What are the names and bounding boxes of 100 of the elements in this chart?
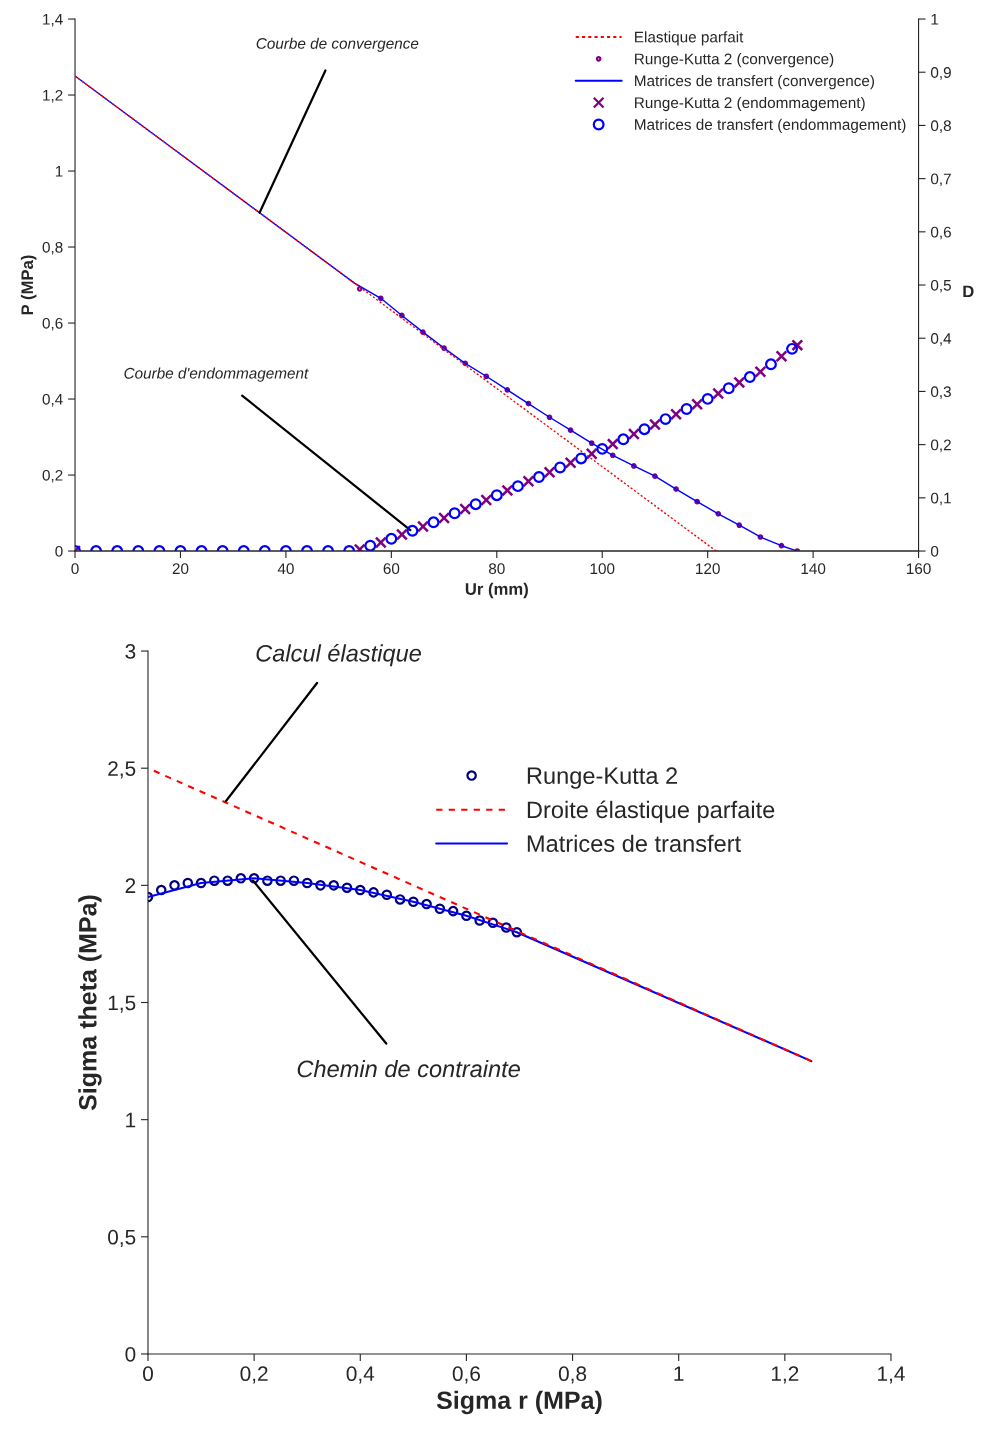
x-tick-label: 140 (801, 563, 826, 575)
point (764, 358, 777, 371)
y-tick-label: 0,4 (42, 393, 63, 407)
y2-tick-label: 0,2 (930, 439, 951, 453)
y-tick-label: 0,8 (42, 241, 63, 255)
point (606, 437, 619, 451)
point (754, 365, 767, 378)
x-tick-label: 160 (906, 563, 931, 575)
x-tick-label: 80 (488, 563, 505, 575)
point (434, 903, 446, 915)
x-tick-label: 0 (143, 1366, 153, 1382)
legend-label: Matrices de transfert (527, 834, 741, 852)
point (364, 539, 377, 552)
point (501, 484, 514, 497)
legend-label: Droite élastique parfaite (527, 800, 775, 823)
y2-tick-label: 0,4 (930, 333, 952, 346)
point (448, 507, 461, 520)
y-tick-label: 1,4 (43, 14, 63, 27)
point (209, 875, 220, 886)
legend-label: Runge-Kutta 2 (527, 767, 677, 789)
y2-tick-label: 0,1 (930, 492, 951, 506)
y-tick-label: 3 (125, 644, 136, 659)
point (575, 452, 588, 465)
x-tick-label: 100 (590, 563, 615, 575)
x-tick-label: 1,2 (771, 1366, 799, 1384)
point (659, 413, 672, 426)
annotation: Courbe d'endommagement (124, 367, 309, 382)
y-tick-label: 2 (125, 878, 136, 893)
point (511, 480, 524, 493)
point (301, 877, 313, 889)
point (437, 511, 451, 525)
point (416, 520, 430, 533)
y2-tick-label: 0,9 (930, 67, 951, 80)
point (469, 498, 482, 511)
x-axis-title: Ur (mm) (465, 582, 528, 599)
x-tick-label: 40 (277, 563, 294, 575)
point (743, 371, 756, 384)
point (487, 917, 499, 929)
point (490, 489, 503, 502)
y2-tick-label: 0 (930, 545, 939, 557)
annotation: Calcul élastique (256, 644, 421, 667)
point (596, 442, 609, 455)
point (701, 392, 714, 405)
point (511, 926, 523, 938)
point (328, 880, 340, 891)
point (374, 536, 387, 549)
x-tick-label: 0 (71, 563, 79, 575)
point (554, 461, 567, 474)
y-tick-label: 1 (126, 1112, 136, 1128)
point (500, 922, 512, 933)
point (262, 875, 273, 886)
y2-tick-label: 0,7 (930, 173, 951, 187)
y-tick-label: 1 (55, 166, 63, 177)
point (786, 342, 798, 355)
point (480, 493, 493, 507)
point (368, 887, 379, 898)
point (648, 418, 662, 431)
point (733, 376, 746, 389)
point (585, 447, 598, 460)
point (638, 423, 651, 436)
legend-label: Matrices de transfert (endommagement) (635, 118, 906, 134)
y2-tick-label: 0,8 (930, 120, 951, 133)
point (182, 877, 194, 889)
point (169, 880, 180, 891)
point (395, 528, 409, 541)
y2-tick-label: 0,6 (930, 226, 951, 240)
point (447, 905, 459, 917)
point (155, 884, 167, 896)
annotation: Chemin de contrainte (297, 1059, 520, 1078)
point (461, 910, 472, 922)
point (543, 466, 556, 479)
point (275, 875, 286, 886)
point (775, 350, 788, 363)
point (341, 882, 353, 893)
y-tick-label: 0 (125, 1346, 136, 1362)
point (354, 884, 366, 896)
point (248, 873, 260, 884)
point (669, 408, 683, 421)
legend-label: Runge-Kutta 2 (endommagement) (635, 96, 865, 112)
x-tick-label: 20 (172, 563, 189, 575)
y-tick-label: 1,2 (43, 89, 63, 103)
point (691, 398, 704, 411)
y-axis-title: P (MPa) (20, 255, 37, 315)
point (427, 516, 440, 529)
point (617, 433, 630, 446)
x-tick-label: 60 (383, 563, 400, 575)
point (222, 875, 233, 886)
legend-label: Matrices de transfert (convergence) (635, 75, 874, 90)
point (315, 880, 326, 891)
legend-label: Elastique parfait (635, 31, 744, 46)
point (627, 427, 640, 441)
point (385, 532, 398, 545)
x-tick-label: 0,4 (346, 1366, 375, 1384)
y-tick-label: 0 (55, 545, 63, 557)
point (235, 873, 247, 884)
x-tick-label: 0,8 (558, 1366, 587, 1384)
x-tick-label: 120 (696, 563, 720, 575)
point (474, 915, 485, 926)
x-tick-label: 0,2 (240, 1366, 268, 1384)
point (722, 382, 735, 395)
